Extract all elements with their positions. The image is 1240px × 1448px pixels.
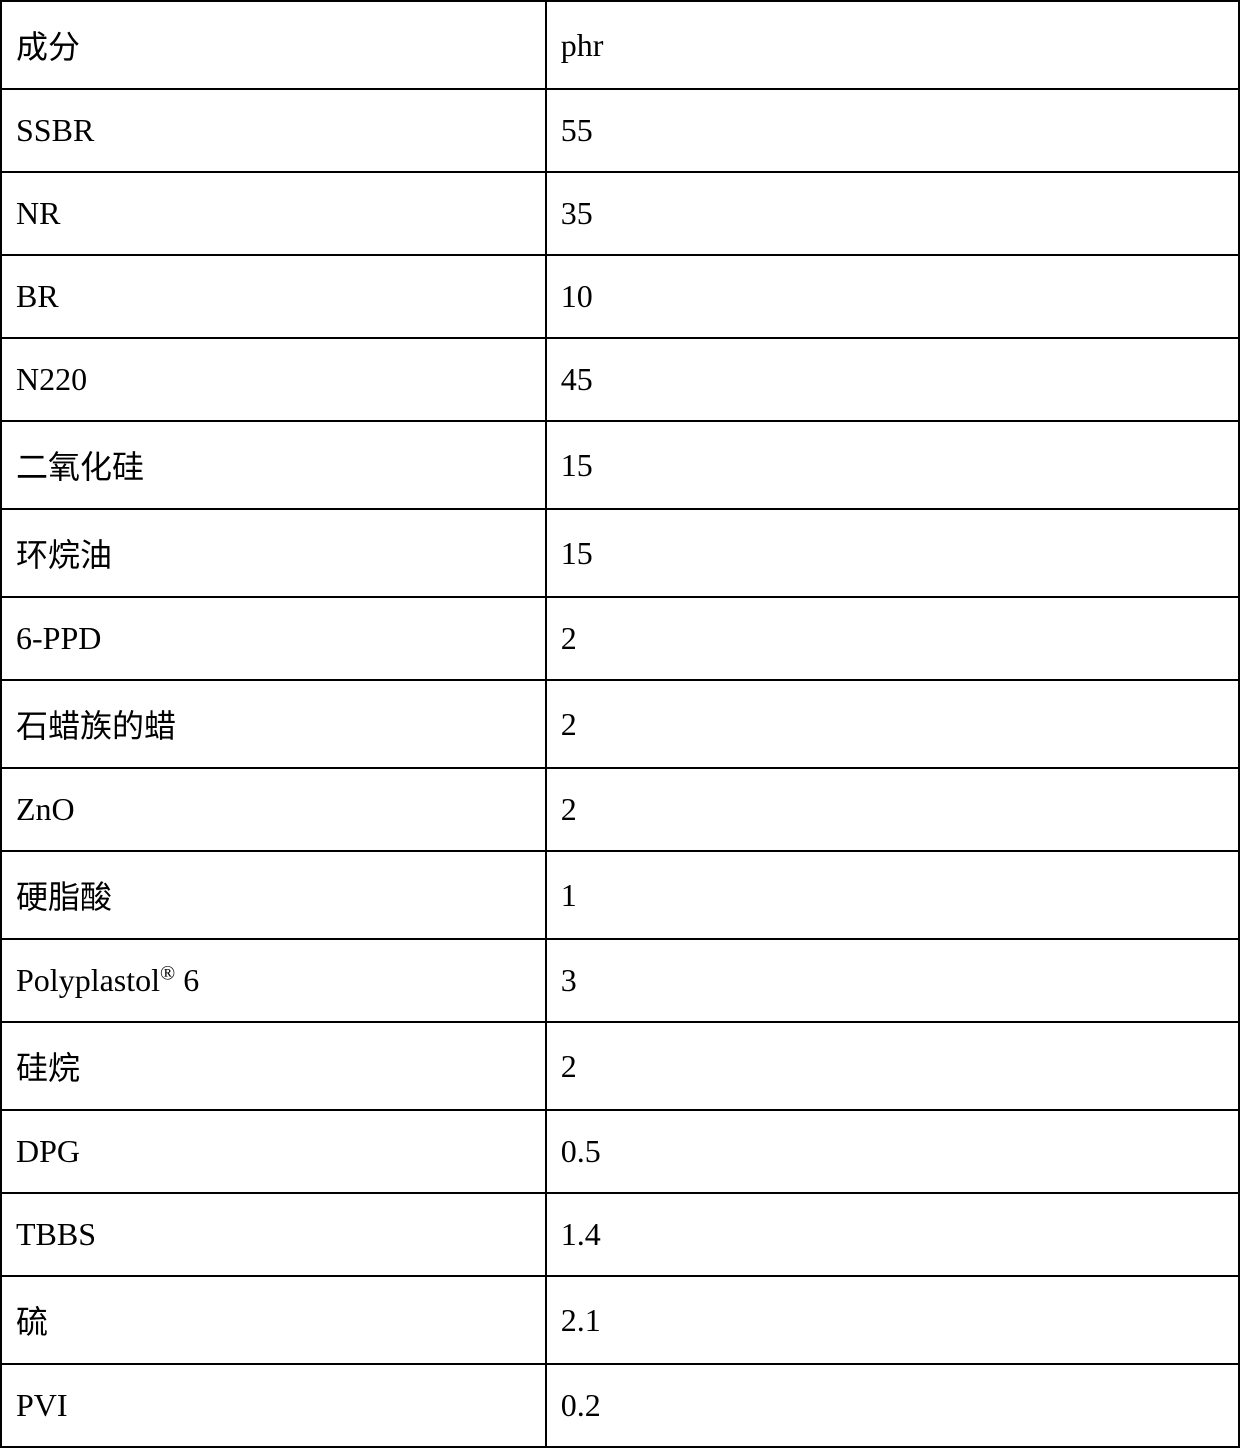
phr-cell: 0.2 [546, 1364, 1239, 1447]
phr-cell: 2 [546, 597, 1239, 680]
phr-cell: 0.5 [546, 1110, 1239, 1193]
table-row: PVI 0.2 [1, 1364, 1239, 1447]
phr-cell: 15 [546, 421, 1239, 509]
phr-cell: phr [546, 1, 1239, 89]
phr-cell: 3 [546, 939, 1239, 1022]
table-row: Polyplastol® 6 3 [1, 939, 1239, 1022]
phr-cell: 1 [546, 851, 1239, 939]
table-row: 石蜡族的蜡 2 [1, 680, 1239, 768]
ingredient-cell: 二氧化硅 [1, 421, 546, 509]
table-row: SSBR 55 [1, 89, 1239, 172]
ingredient-cell: PVI [1, 1364, 546, 1447]
ingredient-cell: Polyplastol® 6 [1, 939, 546, 1022]
ingredient-cell: SSBR [1, 89, 546, 172]
table-row: ZnO 2 [1, 768, 1239, 851]
ingredient-cell: N220 [1, 338, 546, 421]
ingredient-cell: BR [1, 255, 546, 338]
table-row: 硅烷 2 [1, 1022, 1239, 1110]
ingredient-cell: TBBS [1, 1193, 546, 1276]
phr-cell: 35 [546, 172, 1239, 255]
table-row: 硫 2.1 [1, 1276, 1239, 1364]
phr-cell: 15 [546, 509, 1239, 597]
ingredient-cell: 硫 [1, 1276, 546, 1364]
ingredient-cell: DPG [1, 1110, 546, 1193]
ingredient-cell: 环烷油 [1, 509, 546, 597]
phr-cell: 10 [546, 255, 1239, 338]
ingredient-cell: 硅烷 [1, 1022, 546, 1110]
table-row: DPG 0.5 [1, 1110, 1239, 1193]
ingredient-suffix: 6 [175, 962, 199, 998]
phr-cell: 2.1 [546, 1276, 1239, 1364]
phr-cell: 2 [546, 768, 1239, 851]
ingredient-cell: 6-PPD [1, 597, 546, 680]
table-row: 成分 phr [1, 1, 1239, 89]
ingredient-cell: 石蜡族的蜡 [1, 680, 546, 768]
ingredient-cell: 成分 [1, 1, 546, 89]
phr-cell: 1.4 [546, 1193, 1239, 1276]
table-row: 硬脂酸 1 [1, 851, 1239, 939]
ingredient-cell: NR [1, 172, 546, 255]
table-row: 6-PPD 2 [1, 597, 1239, 680]
table-row: 环烷油 15 [1, 509, 1239, 597]
table-row: BR 10 [1, 255, 1239, 338]
table-row: N220 45 [1, 338, 1239, 421]
ingredient-base: Polyplastol [16, 962, 160, 998]
phr-cell: 55 [546, 89, 1239, 172]
ingredient-cell: 硬脂酸 [1, 851, 546, 939]
table-row: NR 35 [1, 172, 1239, 255]
table-body: 成分 phr SSBR 55 NR 35 BR 10 N220 45 二氧化硅 … [1, 1, 1239, 1447]
registered-mark-icon: ® [160, 962, 175, 984]
phr-cell: 2 [546, 1022, 1239, 1110]
table-row: 二氧化硅 15 [1, 421, 1239, 509]
table-row: TBBS 1.4 [1, 1193, 1239, 1276]
ingredient-cell: ZnO [1, 768, 546, 851]
composition-table-container: 成分 phr SSBR 55 NR 35 BR 10 N220 45 二氧化硅 … [0, 0, 1240, 1413]
phr-cell: 2 [546, 680, 1239, 768]
phr-cell: 45 [546, 338, 1239, 421]
composition-table: 成分 phr SSBR 55 NR 35 BR 10 N220 45 二氧化硅 … [0, 0, 1240, 1448]
